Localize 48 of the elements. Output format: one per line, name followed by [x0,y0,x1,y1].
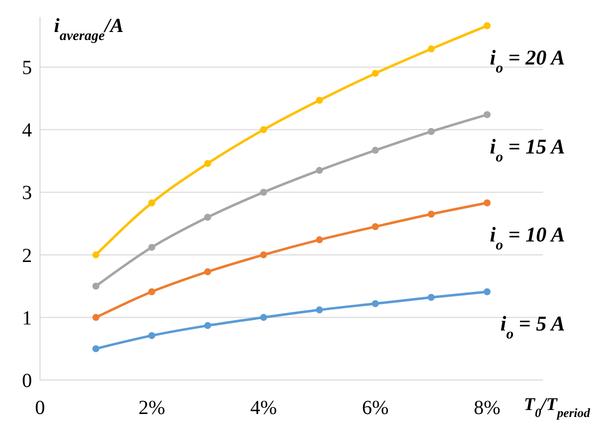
point [484,288,491,296]
point [260,314,268,321]
point [92,314,100,321]
x-tick-label: 8% [474,397,500,419]
point [92,345,100,352]
point [428,294,435,301]
point [372,70,379,77]
point [148,332,156,340]
series-label: i$_{o}$ = 5 A [500,312,565,343]
point [316,306,323,314]
point [148,288,156,296]
point [484,111,491,118]
series-label: i$_{o}$ = 20 A [490,46,565,77]
y-tick-label: 4 [22,120,32,142]
y-tick-label: 1 [22,307,32,330]
y-tick-label: 3 [22,182,32,204]
point [92,282,100,290]
x-tick-label: 4% [250,397,277,419]
point [204,268,212,276]
point [316,166,323,174]
point [484,199,491,206]
point [260,188,268,196]
x-axis-title: T$_{0}$/T$_{period}$ [524,394,591,420]
y-axis-title: i$_{average}$/A [54,15,124,44]
point [260,126,268,134]
y-tick-label: 2 [22,244,32,267]
point [316,236,323,244]
point [204,160,212,167]
point [372,146,379,154]
point [260,251,268,258]
point [428,210,435,218]
point [484,22,491,30]
y-tick-label: 5 [22,57,32,80]
point [428,128,435,136]
x-tick-label: 6% [362,397,389,419]
series-label: i$_{o}$ = 10 A [490,222,565,254]
series-label: i$_{o}$ = 15 A [490,134,565,166]
point [316,96,323,104]
x-tick-label: 2% [138,397,166,419]
point [148,199,156,206]
point [372,223,379,230]
point [204,322,212,330]
point [372,300,379,308]
y-tick-label: 0 [22,370,32,392]
point [92,251,100,258]
point [148,244,156,251]
point [204,214,212,221]
point [428,45,435,52]
